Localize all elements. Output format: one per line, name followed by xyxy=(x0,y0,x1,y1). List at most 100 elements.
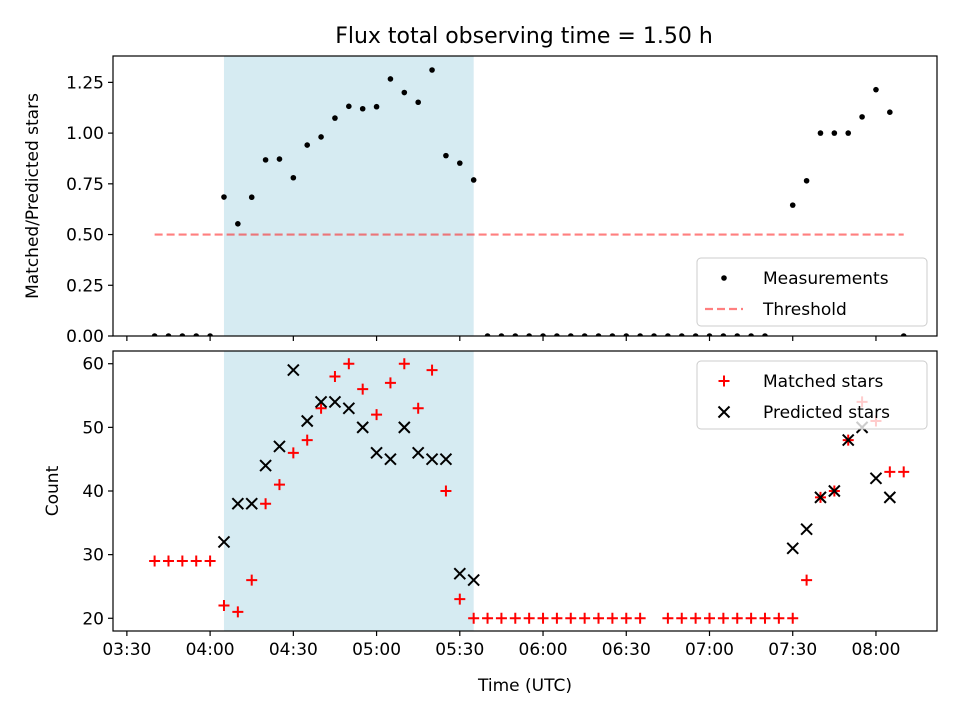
predicted-star-point xyxy=(467,573,480,587)
measurement-point xyxy=(248,194,255,201)
ratio-panel: 0.00 0.25 0.50 0.75 1.00 1.25 Matched/Predicte… xyxy=(23,55,938,347)
x-tick-label: 06:00 xyxy=(519,640,568,660)
y-tick-label: 20 xyxy=(82,609,104,629)
predicted-star-point xyxy=(869,472,883,485)
matched-star-point xyxy=(579,612,591,624)
matched-star-point xyxy=(412,402,424,414)
y-tick-label: 0.00 xyxy=(66,327,104,347)
predicted-star-point xyxy=(356,421,369,434)
matched-star-point xyxy=(717,612,729,624)
matched-star-point xyxy=(801,574,813,586)
measurement-point xyxy=(692,333,699,336)
y-tick-label: 0.50 xyxy=(66,226,104,246)
legend-label: Predicted stars xyxy=(763,403,890,423)
predicted-star-point xyxy=(314,395,328,409)
predicted-star-point xyxy=(425,452,439,466)
matched-star-point xyxy=(162,555,174,567)
predicted-star-point xyxy=(217,535,231,549)
matched-star-point xyxy=(176,555,188,567)
matched-star-point xyxy=(703,612,715,624)
predicted-star-point xyxy=(439,452,453,466)
legend-label: Measurements xyxy=(763,269,889,289)
predicted-star-point xyxy=(301,414,314,428)
measurement-point xyxy=(887,109,893,116)
y-tick-label: 0.75 xyxy=(66,175,104,195)
measurement-point xyxy=(540,333,546,336)
measurement-point xyxy=(567,333,574,336)
matched-star-point xyxy=(482,612,494,624)
x-tick-label: 03:30 xyxy=(102,640,151,660)
measurement-point xyxy=(678,333,685,336)
x-tick-label: 04:30 xyxy=(269,640,318,660)
measurement-point xyxy=(900,333,907,336)
measurement-point xyxy=(873,86,879,93)
matched-star-point xyxy=(634,612,646,624)
matched-star-point xyxy=(260,498,272,510)
matched-star-point xyxy=(662,612,674,624)
legend-measurements-marker xyxy=(721,275,727,281)
measurement-point xyxy=(443,152,449,159)
measurement-point xyxy=(179,333,186,336)
series-measurements xyxy=(151,67,907,336)
legend-label: Threshold xyxy=(762,300,847,320)
x-tick-label: 04:00 xyxy=(186,640,235,660)
observing-window-band xyxy=(223,56,474,336)
measurement-point xyxy=(526,333,532,336)
plot-area xyxy=(149,358,910,624)
predicted-star-point xyxy=(231,497,245,510)
predicted-star-point xyxy=(287,363,300,377)
measurement-point xyxy=(359,105,366,112)
x-tick-label: 06:30 xyxy=(602,640,651,660)
measurement-point xyxy=(595,333,602,336)
predicted-star-point xyxy=(453,567,467,580)
legend-matched-marker xyxy=(718,375,730,387)
predicted-star-point xyxy=(786,542,799,555)
x-tick-label: 08:00 xyxy=(851,640,900,660)
predicted-star-point xyxy=(245,497,258,510)
x-axis-label: Time (UTC) xyxy=(477,676,572,696)
matched-star-point xyxy=(273,479,285,491)
measurement-point xyxy=(734,333,741,336)
measurement-point xyxy=(665,333,671,336)
predicted-star-point xyxy=(384,452,397,466)
y-tick-label: 50 xyxy=(82,418,104,438)
matched-star-point xyxy=(468,612,480,624)
legend-predicted-marker xyxy=(717,405,731,419)
measurement-point xyxy=(831,130,838,136)
measurement-point xyxy=(193,333,200,336)
matched-star-point xyxy=(676,612,688,624)
matched-star-point xyxy=(440,485,452,497)
observing-window-band xyxy=(223,351,474,631)
measurement-point xyxy=(637,333,643,336)
matched-star-point xyxy=(523,612,535,624)
predicted-star-point xyxy=(328,395,342,409)
legend-box xyxy=(696,257,928,327)
matched-star-point xyxy=(246,574,258,586)
matched-star-point xyxy=(329,370,341,382)
matched-star-point xyxy=(218,600,230,612)
measurement-point xyxy=(651,333,657,336)
matched-star-point xyxy=(495,612,507,624)
measurement-point xyxy=(415,99,421,106)
series-predicted-stars xyxy=(217,363,897,587)
predicted-star-point xyxy=(370,446,383,460)
measurement-point xyxy=(373,103,380,110)
predicted-star-point xyxy=(259,459,272,472)
y-axis-label: Matched/Predicted stars xyxy=(23,93,43,299)
predicted-star-point xyxy=(814,491,827,504)
measurement-point xyxy=(387,76,394,82)
x-tick-label: 07:30 xyxy=(768,640,817,660)
measurement-point xyxy=(276,156,283,162)
matched-star-point xyxy=(537,612,549,624)
predicted-star-point xyxy=(411,446,425,460)
matched-star-point xyxy=(287,447,299,459)
measurement-point xyxy=(207,333,213,336)
matched-star-point xyxy=(357,383,369,395)
matched-star-point xyxy=(593,612,605,624)
measurement-point xyxy=(859,114,865,120)
legend-box xyxy=(696,360,928,430)
matched-star-point xyxy=(190,555,202,567)
matched-star-point xyxy=(759,612,771,624)
measurement-point xyxy=(484,333,491,336)
